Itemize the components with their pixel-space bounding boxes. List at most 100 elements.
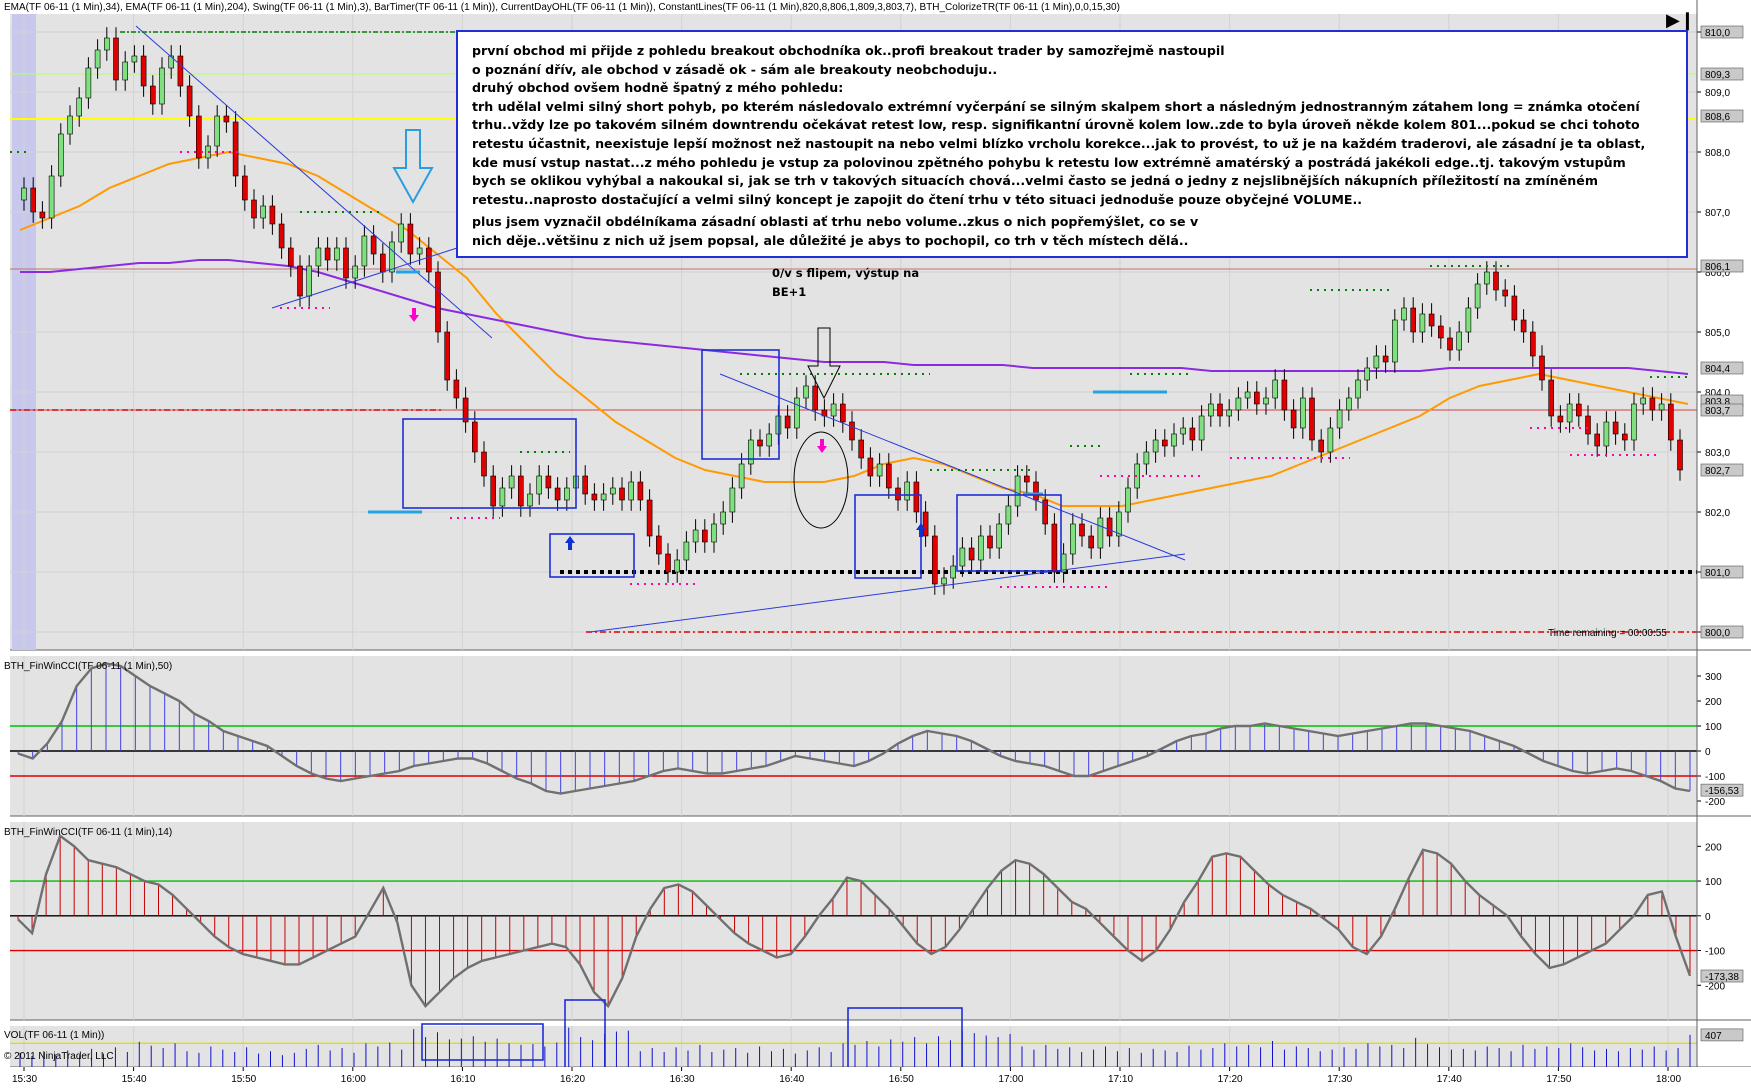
y-tick-label: -100 xyxy=(1705,947,1725,958)
candle xyxy=(527,493,533,507)
y-tick-label: 0 xyxy=(1705,912,1711,923)
candle xyxy=(462,397,469,423)
candle xyxy=(232,121,239,177)
candle xyxy=(76,97,82,117)
candle xyxy=(1428,313,1435,327)
candle xyxy=(94,49,101,69)
candle xyxy=(977,535,984,561)
candle xyxy=(803,385,809,399)
value-badge-label: -156,53 xyxy=(1705,786,1739,797)
note-line: o poznání dřív, ale obchod v zásadě ok -… xyxy=(472,61,998,77)
candle xyxy=(1244,391,1251,399)
candle xyxy=(839,403,846,423)
x-tick-label: 17:10 xyxy=(1108,1074,1133,1085)
candle xyxy=(996,523,1003,549)
candle xyxy=(1189,427,1196,441)
candle xyxy=(1364,367,1370,381)
candle xyxy=(1106,517,1113,537)
price-badge xyxy=(1700,565,1744,579)
buy-signal-icon xyxy=(916,523,926,537)
candle xyxy=(1612,421,1619,435)
play-icon[interactable]: ▶❙ xyxy=(1666,10,1695,30)
candle xyxy=(1088,535,1094,549)
candle xyxy=(425,247,432,273)
candle xyxy=(1548,379,1554,417)
candle xyxy=(876,463,883,477)
candle xyxy=(324,247,331,261)
candle xyxy=(48,175,55,219)
y-tick-label: 809,0 xyxy=(1705,88,1730,99)
candle xyxy=(1484,271,1490,285)
y-tick-label: 100 xyxy=(1705,722,1722,733)
candle xyxy=(628,481,635,501)
x-tick-label: 16:10 xyxy=(450,1074,475,1085)
x-tick-label: 17:50 xyxy=(1546,1074,1571,1085)
candle xyxy=(609,487,616,495)
candle xyxy=(490,475,497,507)
candle xyxy=(812,385,819,411)
candle xyxy=(196,115,202,159)
candle xyxy=(1263,397,1269,405)
candle xyxy=(674,559,681,573)
zone-rectangle xyxy=(549,533,635,578)
x-tick-label: 18:00 xyxy=(1656,1074,1681,1085)
time-remaining: Time remaining = 00:00:55 xyxy=(1548,628,1667,639)
candle xyxy=(389,241,395,273)
candle xyxy=(536,475,543,495)
y-tick-label: 805,0 xyxy=(1705,328,1730,339)
note-line: retestu účastnit, neexistuje lepší možno… xyxy=(472,135,1646,151)
candle xyxy=(214,115,220,147)
candle xyxy=(1511,295,1518,321)
y-tick-label: 802,0 xyxy=(1705,508,1730,519)
note-line: bych se oklikou vyhýbal a nakoukal si, j… xyxy=(472,173,1598,189)
candle xyxy=(1152,439,1159,453)
candle xyxy=(159,67,165,105)
candle xyxy=(1502,289,1508,297)
candle xyxy=(85,67,92,99)
x-tick-label: 16:20 xyxy=(560,1074,585,1085)
candle xyxy=(1033,481,1039,501)
candle xyxy=(1566,403,1573,423)
candle xyxy=(858,439,865,459)
x-tick-label: 16:40 xyxy=(779,1074,804,1085)
candle xyxy=(379,253,386,273)
candle xyxy=(1410,307,1416,333)
candle xyxy=(729,487,736,513)
candle xyxy=(646,499,653,537)
candle xyxy=(1392,319,1398,363)
candle xyxy=(370,235,377,255)
price-badge-label: 808,6 xyxy=(1705,112,1730,123)
candle xyxy=(1024,475,1030,483)
axis-background xyxy=(1697,822,1751,1020)
candle xyxy=(186,85,193,117)
panel-background xyxy=(10,656,1697,816)
candle xyxy=(849,421,855,441)
candle xyxy=(1079,523,1085,537)
price-badge-label: 802,7 xyxy=(1705,466,1730,477)
cci50-title: BTH_FinWinCCI(TF 06-11 (1 Min),50) xyxy=(4,661,173,672)
candle xyxy=(315,247,322,267)
candle xyxy=(1668,403,1674,441)
candle xyxy=(333,247,340,261)
candle xyxy=(1134,463,1140,489)
candle xyxy=(30,187,37,213)
candle xyxy=(278,223,285,249)
y-tick-label: 0 xyxy=(1705,747,1711,758)
x-tick-label: 16:30 xyxy=(670,1074,695,1085)
trendline xyxy=(271,247,458,309)
price-badge-label: 806,1 xyxy=(1705,262,1730,273)
candle xyxy=(444,331,451,381)
value-badge-label: -173,38 xyxy=(1705,972,1739,983)
candle xyxy=(1474,283,1481,309)
price-badge-label: 804,4 xyxy=(1705,364,1730,375)
candle xyxy=(1217,403,1223,417)
candle xyxy=(922,511,929,537)
candle xyxy=(637,481,644,501)
y-tick-label: -100 xyxy=(1705,772,1725,783)
candle xyxy=(619,487,625,501)
candle xyxy=(904,481,911,501)
candle xyxy=(1198,415,1205,441)
zone-rectangle xyxy=(402,418,577,509)
value-badge-label: 407 xyxy=(1705,1031,1722,1042)
y-tick-label: 803,0 xyxy=(1705,448,1730,459)
